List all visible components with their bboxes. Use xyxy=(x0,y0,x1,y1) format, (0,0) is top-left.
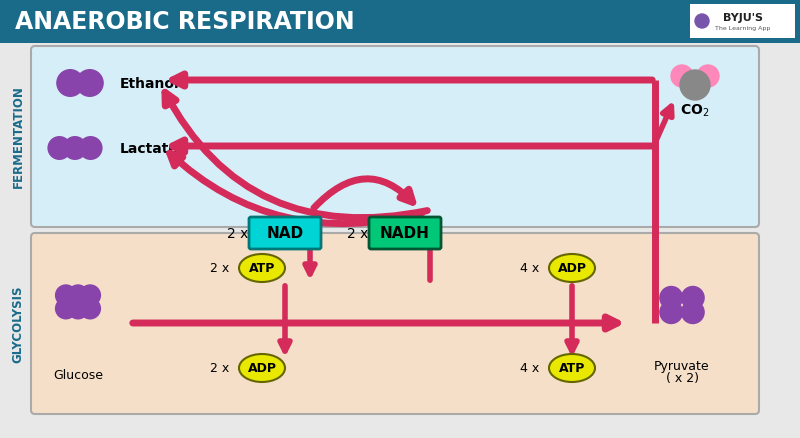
Text: NAD: NAD xyxy=(266,226,303,241)
Text: Glucose: Glucose xyxy=(53,369,103,381)
Bar xyxy=(0,0,800,44)
FancyBboxPatch shape xyxy=(369,218,441,249)
Text: ATP: ATP xyxy=(559,362,585,374)
Text: ADP: ADP xyxy=(247,362,277,374)
Text: Pyruvate: Pyruvate xyxy=(654,360,710,373)
Text: Lactate: Lactate xyxy=(120,141,179,155)
Circle shape xyxy=(79,298,101,320)
Circle shape xyxy=(78,137,102,161)
Circle shape xyxy=(56,70,84,98)
Circle shape xyxy=(681,286,705,310)
Circle shape xyxy=(659,300,683,325)
Circle shape xyxy=(47,137,71,161)
Circle shape xyxy=(681,300,705,325)
Text: 2 x: 2 x xyxy=(210,262,230,275)
Circle shape xyxy=(67,298,89,320)
Circle shape xyxy=(697,66,719,88)
Text: 2 x: 2 x xyxy=(347,226,369,240)
Text: ATP: ATP xyxy=(249,262,275,275)
Bar xyxy=(690,5,795,39)
Text: The Learning App: The Learning App xyxy=(715,25,770,30)
Circle shape xyxy=(659,286,683,310)
Circle shape xyxy=(79,285,101,307)
FancyBboxPatch shape xyxy=(31,47,759,227)
Text: CO$_2$: CO$_2$ xyxy=(680,103,710,119)
Circle shape xyxy=(695,15,709,29)
FancyArrowPatch shape xyxy=(314,180,413,208)
Circle shape xyxy=(55,298,77,320)
Text: 4 x: 4 x xyxy=(520,262,540,275)
Text: 4 x: 4 x xyxy=(520,362,540,374)
FancyBboxPatch shape xyxy=(249,218,321,249)
Text: 2 x: 2 x xyxy=(227,226,249,240)
Ellipse shape xyxy=(239,354,285,382)
Ellipse shape xyxy=(549,254,595,283)
Circle shape xyxy=(671,66,693,88)
Ellipse shape xyxy=(549,354,595,382)
FancyBboxPatch shape xyxy=(31,233,759,414)
Text: GLYCOLYSIS: GLYCOLYSIS xyxy=(11,285,25,362)
Circle shape xyxy=(55,285,77,307)
FancyArrowPatch shape xyxy=(165,93,427,218)
Text: BYJU'S: BYJU'S xyxy=(723,13,763,23)
Text: ( x 2): ( x 2) xyxy=(666,372,698,385)
Text: 2 x: 2 x xyxy=(210,362,230,374)
FancyArrowPatch shape xyxy=(170,154,422,224)
Text: Ethanol: Ethanol xyxy=(120,77,180,91)
Circle shape xyxy=(76,70,104,98)
Circle shape xyxy=(63,137,87,161)
Text: FERMENTATION: FERMENTATION xyxy=(11,85,25,188)
Ellipse shape xyxy=(239,254,285,283)
Circle shape xyxy=(680,71,710,101)
Text: ADP: ADP xyxy=(558,262,586,275)
Circle shape xyxy=(67,285,89,307)
Text: ANAEROBIC RESPIRATION: ANAEROBIC RESPIRATION xyxy=(15,10,354,34)
Text: NADH: NADH xyxy=(380,226,430,241)
